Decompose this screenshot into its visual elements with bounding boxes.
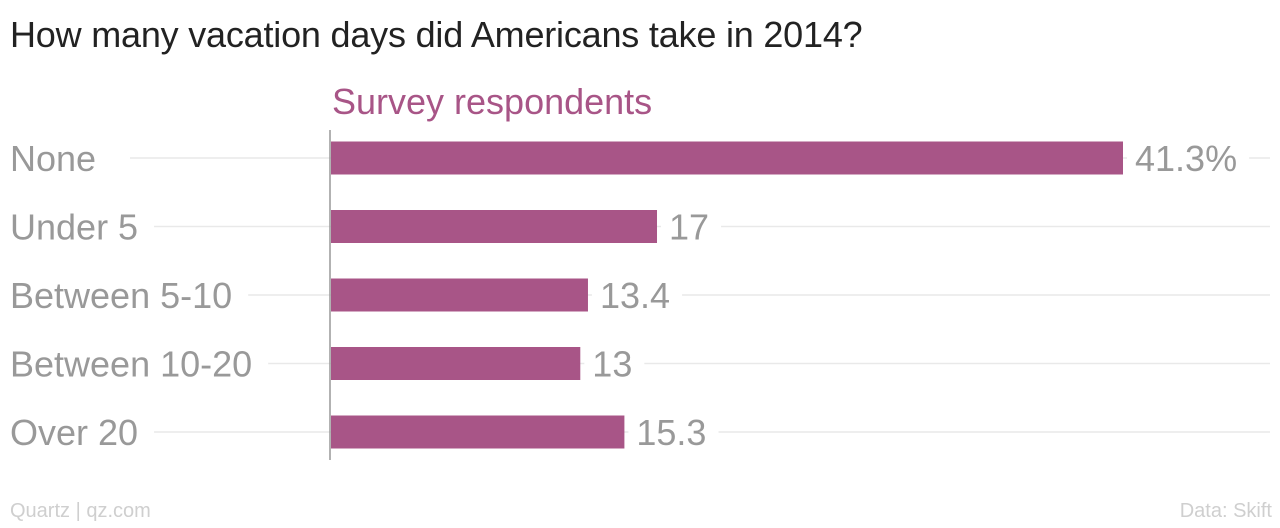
value-label-background (584, 343, 645, 385)
category-label-background (8, 412, 155, 453)
value-label: 13 (592, 344, 632, 385)
chart-title: How many vacation days did Americans tak… (10, 14, 863, 55)
bar (331, 347, 581, 380)
category-label: Between 5-10 (10, 275, 232, 316)
value-label-background (1127, 138, 1250, 179)
category-label-background (8, 343, 269, 385)
category-label-background (8, 206, 155, 248)
category-label-background (8, 275, 249, 316)
footer-source-right: Data: Skift (1179, 500, 1272, 522)
category-label-background (8, 138, 113, 179)
category-label: Over 20 (10, 412, 138, 453)
series-label: Survey respondents (332, 81, 652, 122)
category-label: Between 10-20 (10, 344, 252, 385)
bar (331, 415, 625, 449)
value-label-background (628, 412, 719, 453)
value-label: 17 (669, 207, 709, 248)
value-label-background (591, 275, 683, 316)
bar (331, 210, 658, 243)
bar (331, 141, 1123, 175)
value-label: 15.3 (636, 412, 706, 453)
category-label: None (10, 138, 96, 179)
bar (331, 278, 588, 312)
footer-source-left: Quartz | qz.com (10, 500, 151, 522)
category-label: Under 5 (10, 207, 138, 248)
value-label-background (661, 206, 722, 248)
value-label: 41.3% (1135, 138, 1237, 179)
value-label: 13.4 (600, 275, 670, 316)
